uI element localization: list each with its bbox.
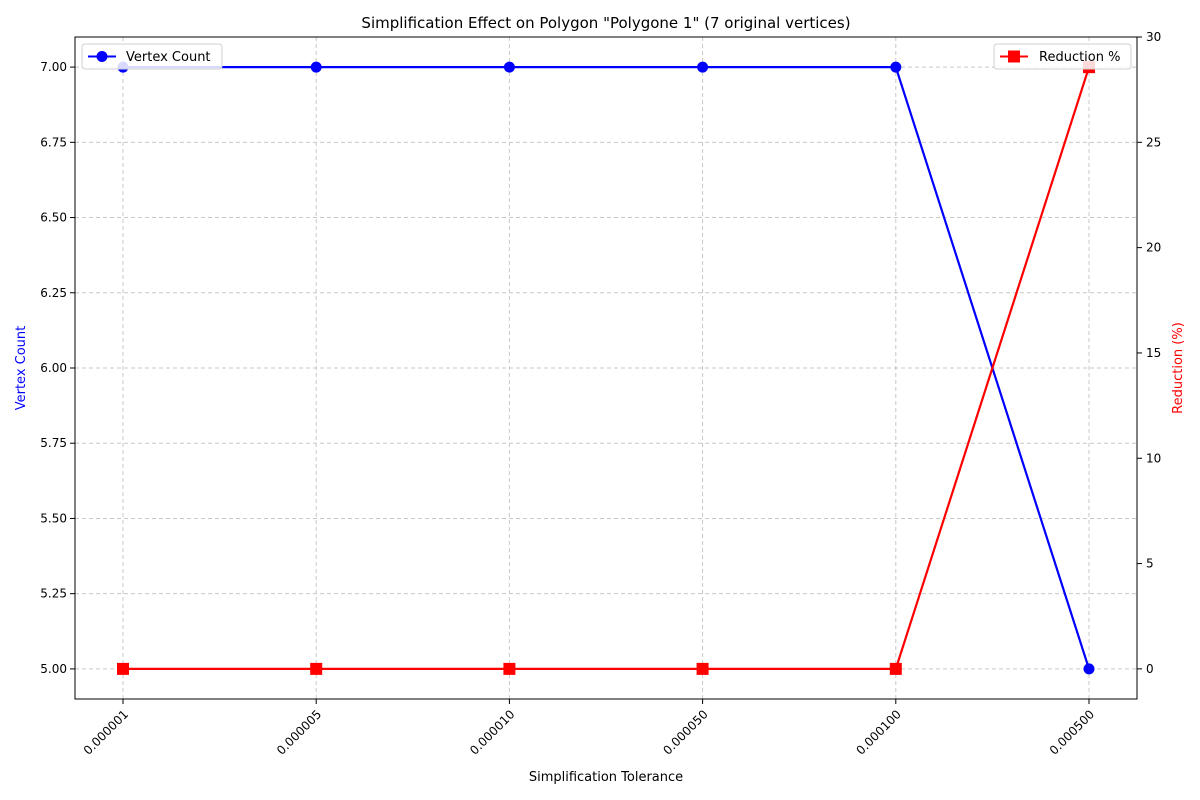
right-tick-label: 0	[1146, 662, 1154, 676]
vertex-count-series-line	[123, 65, 1091, 670]
reduction-point	[310, 662, 323, 675]
x-tick-label: 0.000010	[467, 707, 517, 757]
legend-marker	[1008, 50, 1020, 63]
right-tick-label: 30	[1146, 30, 1161, 44]
right-tick-label: 20	[1146, 241, 1161, 255]
reduction-point	[889, 662, 902, 675]
left-tick-label: 5.25	[40, 587, 67, 601]
right-tick-label: 25	[1146, 135, 1161, 149]
right-y-axis: 0 5 10 15 20 25 30	[1137, 30, 1161, 676]
right-tick-label: 10	[1146, 451, 1161, 465]
x-tick-label: 0.000005	[274, 707, 324, 757]
vertex-count-point	[1083, 663, 1095, 675]
legend-box	[993, 43, 1132, 70]
x-tick-label: 0.000100	[854, 707, 904, 757]
legend-label: Reduction %	[1039, 50, 1120, 65]
right-tick-label: 5	[1146, 557, 1154, 571]
grid-layer	[75, 37, 1137, 699]
legend-box	[81, 43, 223, 70]
x-axis: 0.000001 0.000005 0.000010 0.000050 0.000100…	[81, 699, 1097, 758]
plot-area-frame	[74, 36, 1138, 700]
left-tick-label: 6.25	[40, 286, 67, 300]
left-tick-label: 5.75	[40, 436, 67, 450]
legend-marker	[96, 51, 108, 62]
reduction-point	[503, 662, 516, 675]
vertex-count-point	[310, 61, 322, 73]
x-tick-label: 0.000050	[660, 707, 710, 757]
legend-vertex-count: Vertex Count	[81, 43, 223, 70]
right-tick-label: 15	[1146, 346, 1161, 360]
reduction-point	[117, 662, 129, 675]
vertex-count-point	[890, 61, 902, 73]
left-tick-label: 6.00	[40, 361, 67, 375]
legend-label: Vertex Count	[126, 50, 211, 65]
reduction-point	[696, 662, 709, 675]
right-y-axis-title: Reduction (%)	[1171, 322, 1186, 414]
x-tick-label: 0.000001	[81, 707, 131, 757]
chart-title: Simplification Effect on Polygon "Polygo…	[361, 14, 850, 32]
left-tick-label: 6.50	[40, 211, 67, 225]
x-tick-label: 0.000500	[1047, 707, 1097, 757]
left-tick-label: 5.50	[40, 511, 67, 525]
vertex-count-point	[503, 61, 515, 73]
reduction-series-line	[123, 66, 1091, 670]
left-tick-label: 6.75	[40, 135, 67, 149]
left-y-axis-title: Vertex Count	[14, 326, 29, 411]
left-tick-label: 7.00	[40, 60, 67, 74]
legend-reduction: Reduction %	[993, 43, 1132, 70]
left-y-axis: 5.00 5.25 5.50 5.75 6.00 6.25 6.50 6.75 7.00	[40, 60, 75, 676]
vertex-count-point	[697, 61, 709, 73]
left-tick-label: 5.00	[40, 662, 67, 676]
series-layer	[117, 61, 1095, 675]
x-axis-title: Simplification Tolerance	[529, 770, 683, 785]
